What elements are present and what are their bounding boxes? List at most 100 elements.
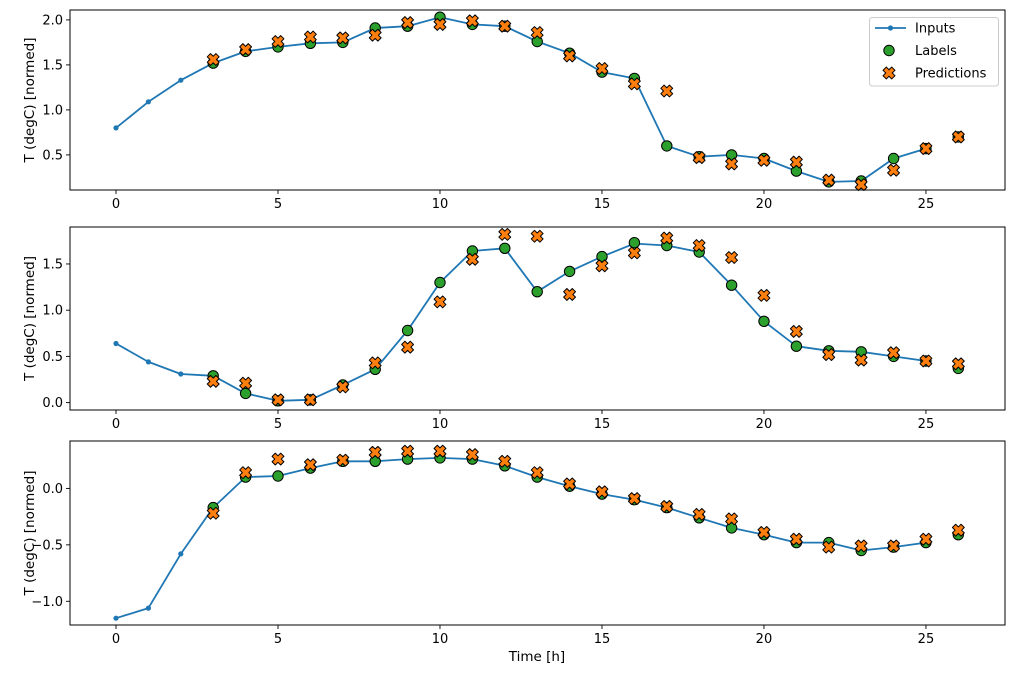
- x-tick-label: 20: [756, 197, 773, 212]
- labels-point: [596, 250, 608, 263]
- subplot-3: 0 5 10 15 20 25 0.0 −0.5 −1.0: [31, 440, 1006, 647]
- predictions-point: [206, 506, 220, 520]
- predictions-point: [368, 445, 382, 459]
- predictions-point: [951, 130, 965, 144]
- x-tick-label: 20: [756, 417, 773, 432]
- predictions-point: [433, 444, 447, 458]
- predictions-point: [919, 354, 933, 368]
- y-tick-label: 1.0: [42, 304, 63, 319]
- y-tick-label: 1.5: [42, 257, 63, 272]
- predictions-point: [627, 77, 641, 91]
- x-tick-label: 15: [594, 632, 611, 647]
- y-axis-label-subplot-2: T (degC) [normed]: [22, 256, 38, 382]
- predictions-point: [757, 526, 771, 539]
- predictions-point: [660, 84, 674, 98]
- predictions-point: [822, 540, 836, 554]
- predictions-point: [336, 31, 350, 45]
- inputs-point: [145, 359, 151, 365]
- axes-frame: [69, 9, 1006, 191]
- x-tick-label: 25: [918, 632, 935, 647]
- x-tick-label: 5: [274, 197, 282, 212]
- labels-swatch-circle: [883, 44, 895, 57]
- labels-point: [272, 470, 284, 482]
- predictions-point: [465, 252, 479, 266]
- predictions-point: [951, 523, 965, 537]
- labels-point: [499, 242, 511, 255]
- y-tick-label: 1.0: [42, 103, 63, 118]
- legend-label-labels: Labels: [915, 44, 957, 59]
- labels-legend-circle-icon: [883, 44, 895, 57]
- inputs-point: [113, 615, 119, 621]
- axes-frame: [69, 440, 1006, 626]
- predictions-point: [563, 288, 577, 301]
- predictions-point: [627, 246, 641, 260]
- x-tick-label: 20: [756, 632, 773, 647]
- predictions-point: [433, 17, 447, 31]
- predictions-point: [465, 448, 479, 461]
- labels-point: [434, 276, 446, 289]
- labels-point: [628, 237, 641, 249]
- predictions-point: [239, 376, 253, 390]
- predictions-point: [887, 163, 900, 177]
- inputs-swatch-dot: [887, 25, 894, 31]
- predictions-point: [757, 288, 771, 302]
- labels-point: [239, 387, 252, 400]
- labels-point: [758, 315, 770, 327]
- predictions-point: [433, 295, 447, 309]
- inputs-point: [178, 551, 184, 557]
- inputs-point: [145, 605, 151, 611]
- predictions-point: [271, 452, 285, 466]
- predictions-point: [271, 35, 285, 48]
- labels-point: [725, 279, 738, 291]
- predictions-point: [239, 43, 253, 57]
- predictions-point: [271, 393, 285, 407]
- predictions-point: [919, 142, 933, 156]
- predictions-point: [919, 532, 933, 546]
- predictions-point: [239, 466, 253, 480]
- predictions-point: [789, 532, 803, 546]
- inputs-point: [113, 340, 119, 347]
- plots-container: 0 5 10 15 20 25 0.5 1.0 1.5 2.0 0 5 10 15 20 25 0.0 0.5 1.…: [31, 9, 1006, 647]
- inputs-point: [145, 99, 151, 105]
- y-tick-label: −1.0: [31, 595, 63, 610]
- predictions-point: [465, 14, 479, 28]
- legend: Inputs Labels Predictions: [869, 17, 999, 87]
- axes-frame: [69, 226, 1006, 411]
- x-tick-label: 0: [112, 197, 120, 212]
- predictions-point: [595, 259, 609, 273]
- y-tick-label: 0.0: [42, 396, 63, 411]
- legend-box: [869, 17, 999, 87]
- predictions-point: [854, 539, 868, 553]
- x-tick-label: 10: [432, 197, 449, 212]
- predictions-point: [627, 492, 641, 506]
- inputs-point: [113, 125, 119, 131]
- x-tick-label: 10: [432, 632, 449, 647]
- predictions-point: [854, 178, 868, 192]
- predictions-point: [725, 157, 738, 171]
- subplot-1: 0 5 10 15 20 25 0.5 1.0 1.5 2.0: [42, 9, 1006, 212]
- predictions-point: [887, 539, 900, 553]
- predictions-point: [595, 62, 609, 75]
- predictions-point: [530, 466, 544, 480]
- predictions-point: [822, 348, 836, 361]
- x-tick-label: 15: [594, 197, 611, 212]
- x-tick-label: 15: [594, 417, 611, 432]
- predictions-point: [336, 380, 350, 394]
- labels-point: [661, 140, 673, 152]
- x-tick-label: 25: [918, 417, 935, 432]
- legend-label-inputs: Inputs: [915, 22, 956, 37]
- predictions-point: [887, 346, 900, 360]
- subplot-2: 0 5 10 15 20 25 0.0 0.5 1.0 1.5: [42, 226, 1006, 432]
- x-tick-label: 25: [918, 197, 935, 212]
- predictions-point: [206, 374, 220, 388]
- predictions-point: [498, 227, 512, 241]
- y-tick-label: 0.5: [42, 148, 63, 163]
- x-tick-label: 5: [274, 632, 282, 647]
- labels-point: [887, 152, 900, 165]
- inputs-point: [178, 371, 184, 377]
- predictions-point: [303, 393, 317, 407]
- predictions-point: [660, 500, 674, 513]
- labels-point: [563, 265, 576, 278]
- predictions-point: [303, 458, 317, 472]
